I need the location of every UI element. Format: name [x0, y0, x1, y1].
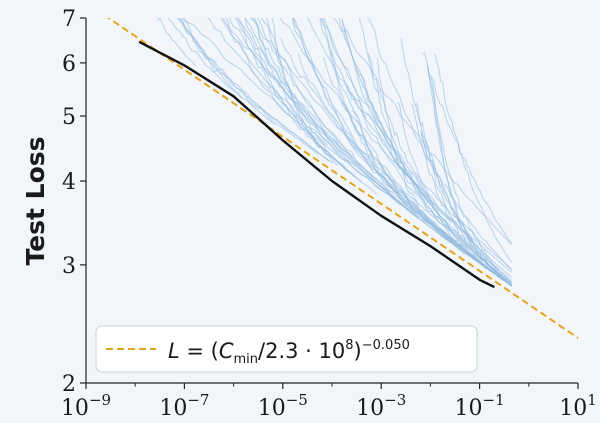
run-curve [330, 50, 512, 284]
run-curve [430, 76, 512, 287]
y-tick-label: 7 [62, 7, 76, 32]
legend: L = (Cmin/2.3 · 108)−0.050 [95, 325, 478, 373]
run-curve [319, 18, 512, 278]
y-tick-label: 5 [62, 105, 76, 130]
x-tick-label: 10−1 [455, 391, 505, 419]
run-curve [228, 18, 420, 218]
run-curve [251, 18, 351, 163]
axes-layer: 10−9 10−7 10−5 10−3 10−1 101 2 3 4 5 6 7 [61, 7, 597, 421]
frontier-layer [138, 40, 495, 289]
y-tick-label: 6 [62, 52, 76, 77]
run-curve [180, 18, 319, 155]
run-curve [367, 53, 435, 206]
run-curve [157, 18, 197, 67]
run-curve [319, 18, 512, 287]
run-curve [219, 18, 452, 244]
frontier-line [138, 40, 495, 289]
run-curve [426, 66, 512, 286]
run-curve [168, 18, 243, 99]
run-curve [434, 53, 513, 263]
run-curve [183, 18, 395, 200]
run-curve [367, 18, 512, 270]
run-curve [400, 38, 499, 272]
run-curve [333, 18, 512, 245]
run-curve [422, 52, 513, 245]
y-tick-label: 3 [62, 254, 76, 279]
y-tick-label: 4 [62, 170, 76, 195]
run-curve [244, 18, 378, 195]
runs-layer [157, 18, 513, 287]
run-curve [178, 18, 330, 162]
run-curve [235, 18, 487, 270]
fit-line [106, 18, 578, 339]
run-curve [376, 58, 466, 255]
run-curve [207, 18, 328, 146]
x-tick-label: 10−7 [159, 391, 209, 419]
run-curve [306, 18, 453, 224]
run-curve [257, 18, 353, 158]
x-tick-label: 10−5 [258, 391, 308, 419]
run-curve [297, 53, 512, 287]
x-tick-label: 10−3 [356, 391, 406, 419]
fit-layer [106, 18, 578, 339]
run-curve [341, 18, 512, 284]
x-tick-label: 10−9 [61, 391, 111, 419]
run-curve [234, 18, 391, 193]
y-tick-label: 2 [62, 372, 76, 397]
legend-label: L = (Cmin/2.3 · 108)−0.050 [168, 338, 410, 367]
legend-box [95, 325, 478, 373]
x-tick-label: 101 [559, 391, 597, 419]
run-curve [396, 101, 496, 275]
run-curve [224, 18, 358, 179]
y-axis-label: Test Loss [21, 136, 50, 265]
run-curve [427, 68, 512, 284]
run-curve [323, 18, 512, 282]
run-curve [280, 37, 473, 257]
run-curve [249, 18, 450, 231]
run-curve [182, 18, 276, 126]
